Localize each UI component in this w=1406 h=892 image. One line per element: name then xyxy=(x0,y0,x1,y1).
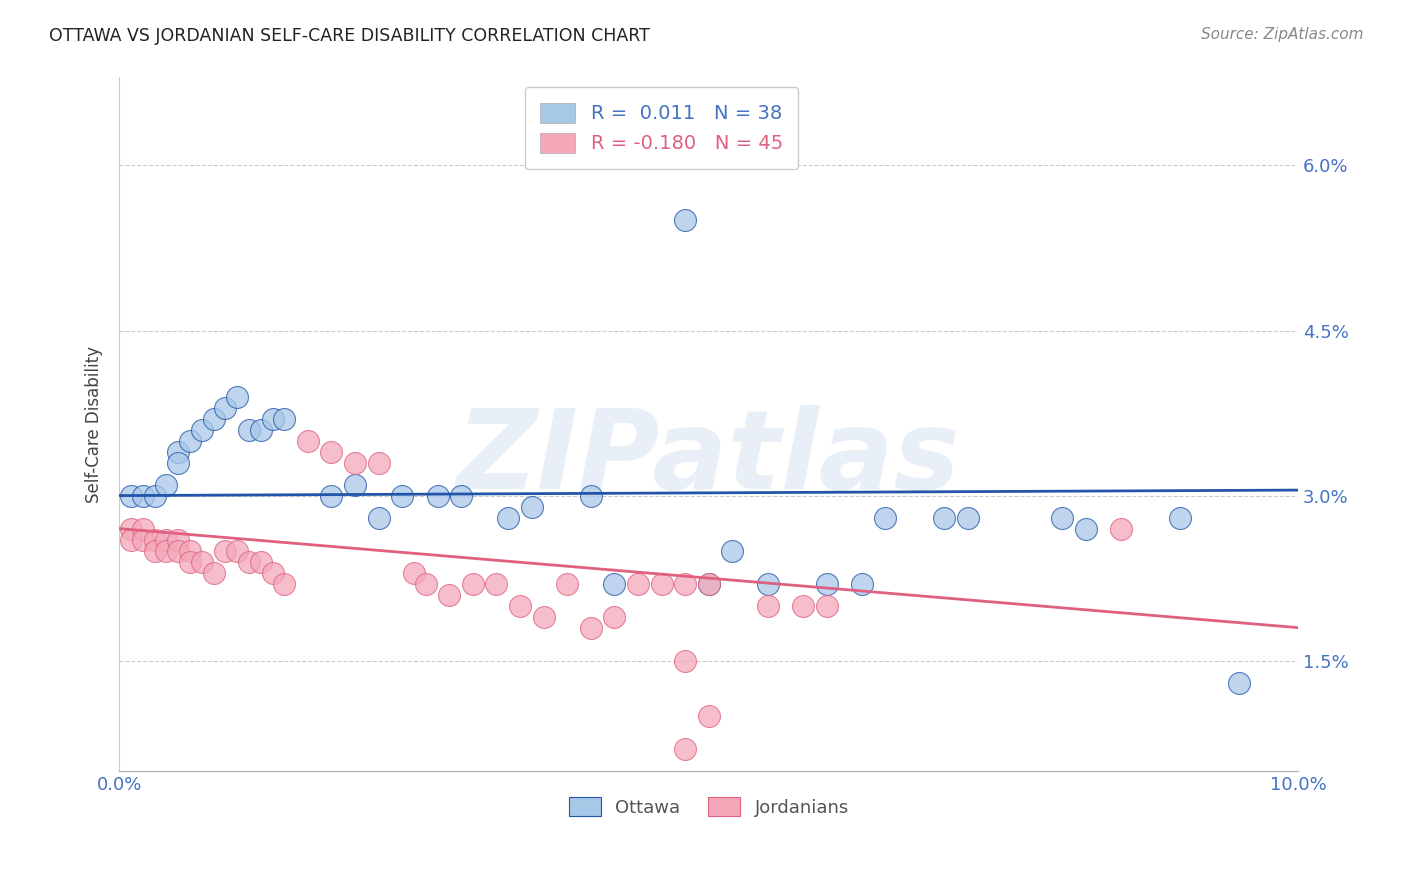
Point xyxy=(1109,522,1132,536)
Point xyxy=(238,555,260,569)
Point xyxy=(555,576,578,591)
Point xyxy=(415,576,437,591)
Point xyxy=(167,543,190,558)
Point xyxy=(579,489,602,503)
Point xyxy=(756,576,779,591)
Point xyxy=(143,543,166,558)
Point xyxy=(426,489,449,503)
Point xyxy=(509,599,531,613)
Text: OTTAWA VS JORDANIAN SELF-CARE DISABILITY CORRELATION CHART: OTTAWA VS JORDANIAN SELF-CARE DISABILITY… xyxy=(49,27,650,45)
Point xyxy=(439,588,461,602)
Legend: Ottawa, Jordanians: Ottawa, Jordanians xyxy=(561,790,856,824)
Y-axis label: Self-Care Disability: Self-Care Disability xyxy=(86,345,103,502)
Point xyxy=(815,599,838,613)
Point xyxy=(1227,675,1250,690)
Point xyxy=(402,566,425,580)
Point xyxy=(498,510,520,524)
Point xyxy=(120,489,142,503)
Point xyxy=(249,555,271,569)
Point xyxy=(1168,510,1191,524)
Point xyxy=(579,621,602,635)
Point xyxy=(651,576,673,591)
Point xyxy=(132,533,155,547)
Point xyxy=(533,609,555,624)
Point xyxy=(214,543,236,558)
Point xyxy=(367,456,389,470)
Point xyxy=(792,599,814,613)
Point xyxy=(367,510,389,524)
Point xyxy=(934,510,956,524)
Point xyxy=(956,510,979,524)
Point xyxy=(179,434,201,448)
Point xyxy=(226,390,249,404)
Point xyxy=(297,434,319,448)
Point xyxy=(226,543,249,558)
Point xyxy=(179,555,201,569)
Point xyxy=(155,477,177,491)
Point xyxy=(673,654,696,668)
Point xyxy=(249,423,271,437)
Point xyxy=(851,576,873,591)
Text: Source: ZipAtlas.com: Source: ZipAtlas.com xyxy=(1201,27,1364,42)
Point xyxy=(485,576,508,591)
Point xyxy=(143,533,166,547)
Text: ZIPatlas: ZIPatlas xyxy=(457,405,960,512)
Point xyxy=(450,489,472,503)
Point xyxy=(815,576,838,591)
Point xyxy=(344,477,367,491)
Point xyxy=(167,533,190,547)
Point xyxy=(603,576,626,591)
Point xyxy=(697,576,720,591)
Point xyxy=(132,489,155,503)
Point xyxy=(120,533,142,547)
Point xyxy=(120,522,142,536)
Point xyxy=(1074,522,1097,536)
Point xyxy=(1052,510,1074,524)
Point xyxy=(391,489,413,503)
Point xyxy=(155,533,177,547)
Point xyxy=(191,423,214,437)
Point xyxy=(603,609,626,624)
Point xyxy=(143,489,166,503)
Point xyxy=(167,456,190,470)
Point xyxy=(461,576,484,591)
Point xyxy=(273,411,295,425)
Point xyxy=(262,411,284,425)
Point xyxy=(321,444,343,458)
Point xyxy=(191,555,214,569)
Point xyxy=(627,576,650,591)
Point xyxy=(520,500,543,514)
Point xyxy=(155,543,177,558)
Point xyxy=(202,411,225,425)
Point xyxy=(673,576,696,591)
Point xyxy=(321,489,343,503)
Point xyxy=(673,213,696,227)
Point xyxy=(697,576,720,591)
Point xyxy=(214,401,236,415)
Point xyxy=(697,708,720,723)
Point xyxy=(721,543,744,558)
Point xyxy=(238,423,260,437)
Point xyxy=(273,576,295,591)
Point xyxy=(756,599,779,613)
Point xyxy=(673,741,696,756)
Point xyxy=(132,522,155,536)
Point xyxy=(202,566,225,580)
Point xyxy=(179,543,201,558)
Point xyxy=(875,510,897,524)
Point xyxy=(344,456,367,470)
Point xyxy=(167,444,190,458)
Point xyxy=(262,566,284,580)
